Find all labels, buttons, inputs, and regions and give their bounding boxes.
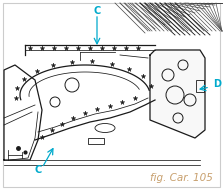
- Text: C: C: [93, 6, 101, 16]
- Text: fig. Car. 105: fig. Car. 105: [150, 173, 213, 183]
- Text: C: C: [34, 165, 42, 175]
- Text: D: D: [213, 79, 221, 89]
- Bar: [196, 80, 204, 92]
- Bar: [88, 138, 104, 144]
- Polygon shape: [150, 50, 205, 138]
